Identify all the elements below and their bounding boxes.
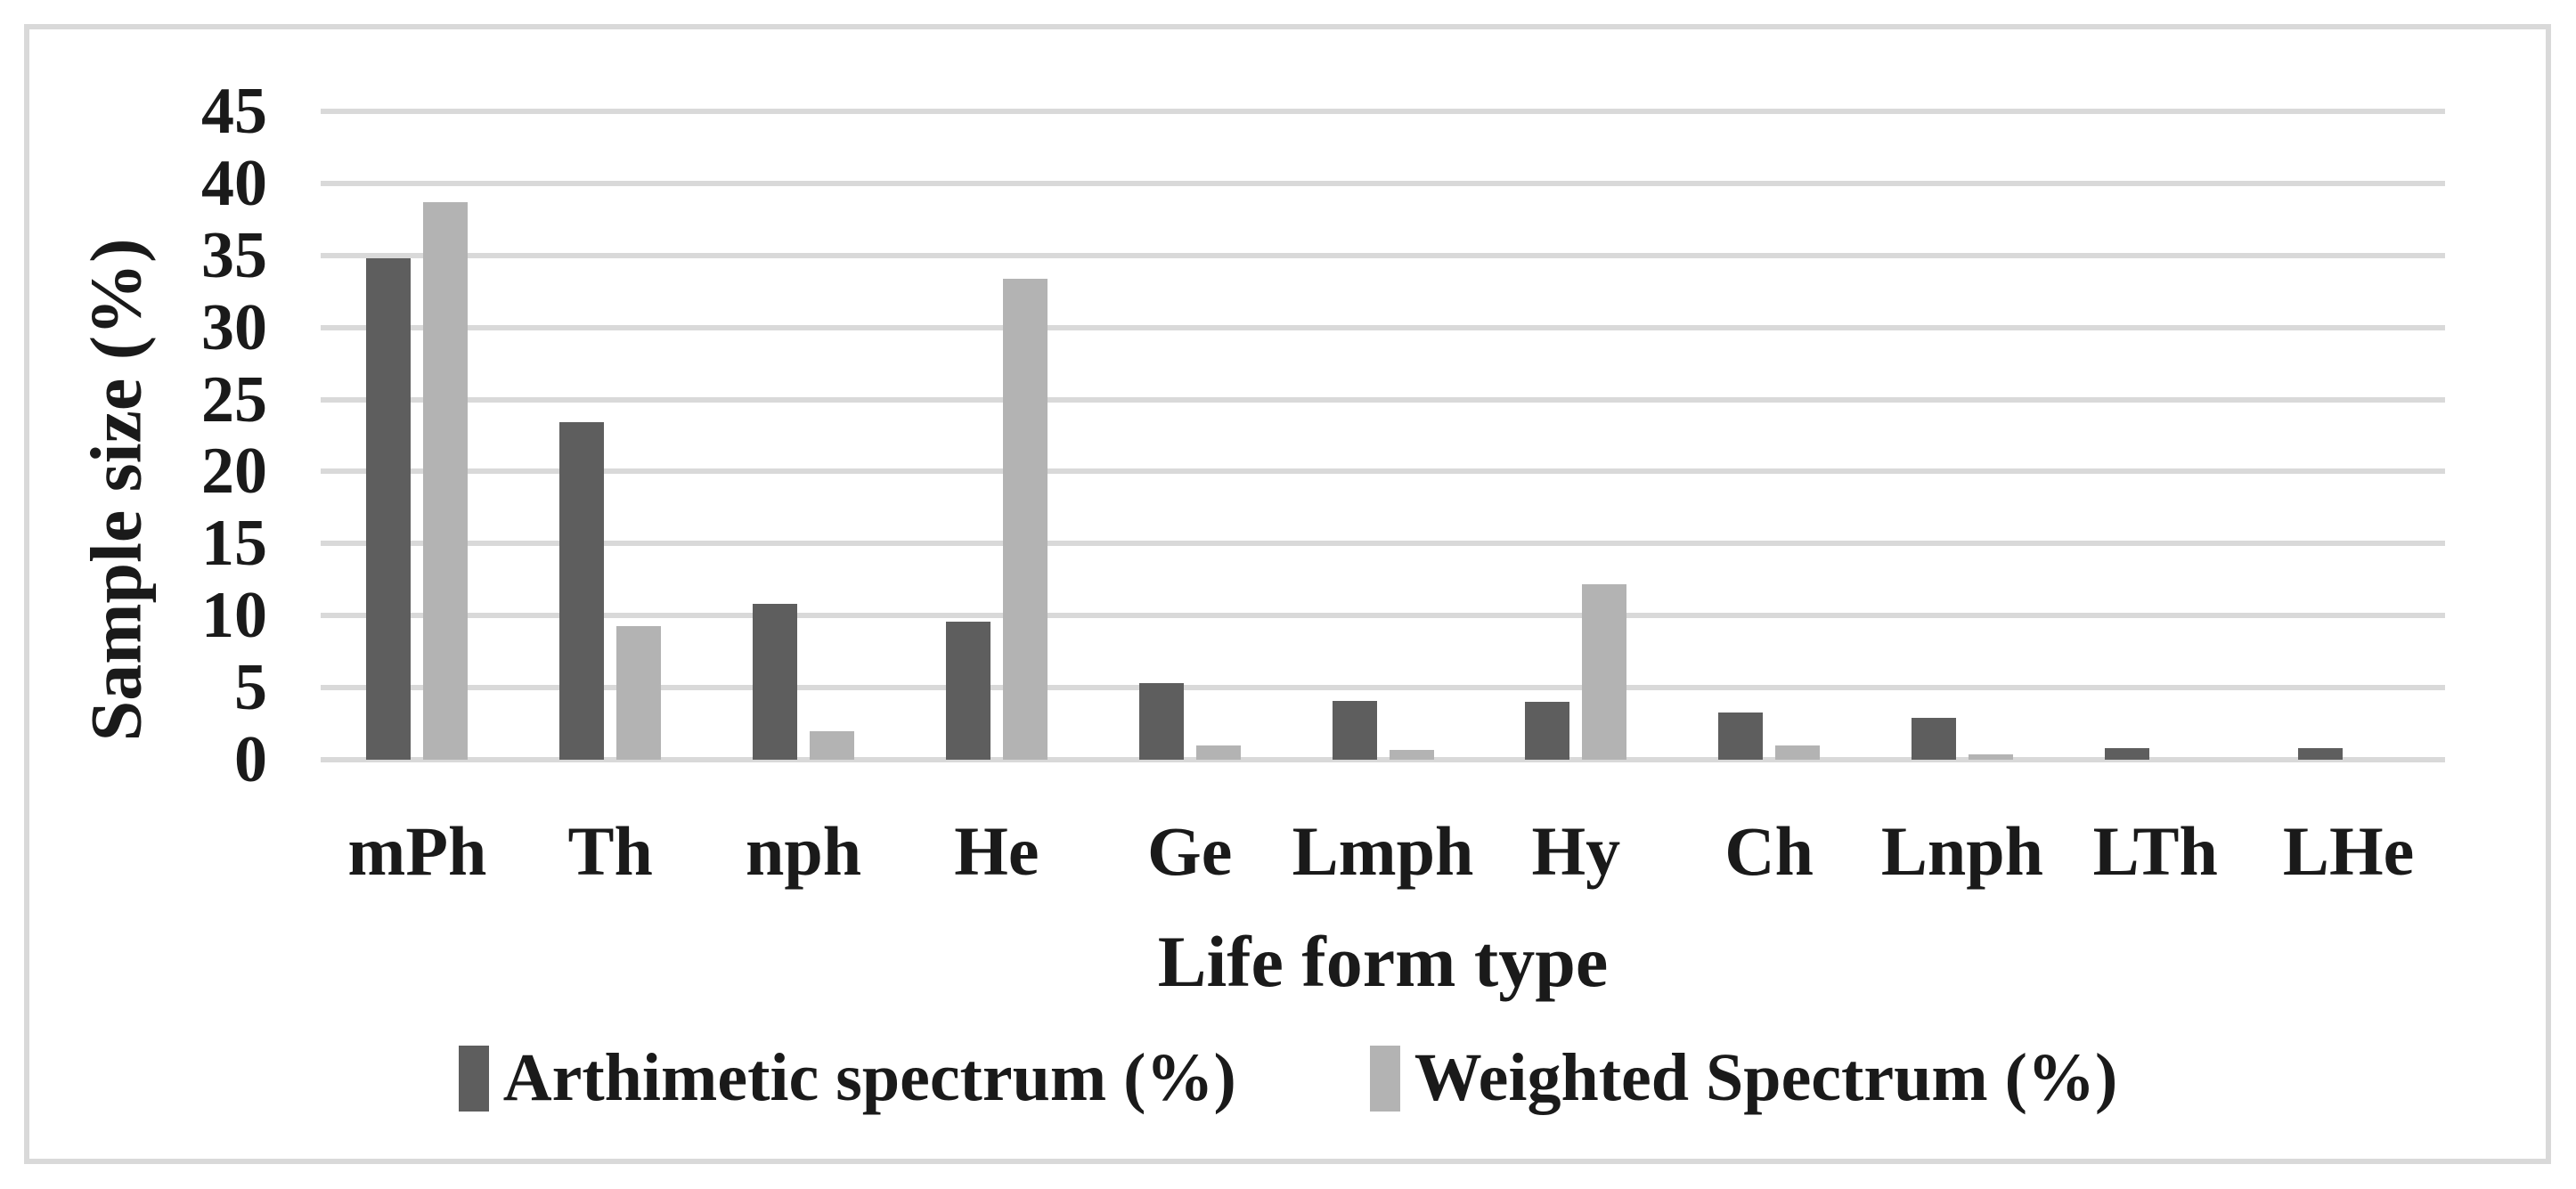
x-category-label: He (954, 812, 1039, 890)
bar (559, 422, 605, 760)
bar (1968, 753, 2013, 760)
bar (1389, 749, 1434, 760)
y-tick-label: 15 (201, 507, 267, 581)
gridline (321, 252, 2445, 258)
gridline (321, 757, 2445, 762)
x-category-label: LTh (2092, 812, 2218, 890)
x-category-label: Ge (1147, 812, 1233, 890)
x-category-label: nph (745, 812, 862, 890)
y-tick-label: 5 (234, 651, 267, 725)
y-tick-label: 20 (201, 435, 267, 509)
gridline (321, 613, 2445, 619)
bar (1911, 718, 1956, 760)
bar (423, 201, 469, 760)
gridline (321, 180, 2445, 186)
bar (945, 621, 990, 760)
y-tick-label: 30 (201, 290, 267, 364)
bar (1332, 700, 1377, 760)
y-tick-label: 0 (234, 723, 267, 796)
x-category-label: Lmph (1292, 812, 1474, 890)
y-tick-label: 10 (201, 579, 267, 653)
legend-label: Weighted Spectrum (%) (1414, 1040, 2118, 1115)
legend-label: Arthimetic spectrum (%) (502, 1040, 1236, 1115)
bar (366, 258, 412, 760)
gridline (321, 109, 2445, 114)
bar (2297, 748, 2343, 760)
legend-swatch-icon (458, 1045, 489, 1112)
y-tick-label: 40 (201, 146, 267, 220)
x-axis-title: Life form type (1157, 921, 1609, 1002)
x-category-label: Ch (1724, 812, 1814, 890)
bar (810, 730, 855, 760)
gridline (321, 324, 2445, 330)
bar (1138, 683, 1184, 760)
legend: Arthimetic spectrum (%) Weighted Spectrum… (0, 1036, 2576, 1120)
bar (2104, 748, 2149, 760)
gridline (321, 396, 2445, 403)
bar (1718, 712, 1764, 760)
y-tick-label: 45 (201, 75, 267, 148)
bar (1582, 583, 1627, 760)
bar (1775, 745, 1821, 760)
x-category-label: Hy (1531, 812, 1621, 890)
legend-swatch-icon (1369, 1045, 1400, 1112)
y-tick-label: 35 (201, 218, 267, 292)
x-category-label: mPh (347, 812, 487, 890)
x-category-label: Th (567, 812, 653, 890)
gridline (321, 685, 2445, 691)
bar (1525, 702, 1570, 760)
bar (1002, 278, 1048, 760)
y-tick-label: 25 (201, 362, 267, 436)
legend-item: Arthimetic spectrum (%) (458, 1036, 1236, 1120)
bar (1195, 745, 1241, 760)
bar (616, 625, 662, 760)
x-category-label: LHe (2282, 812, 2415, 890)
legend-item: Weighted Spectrum (%) (1369, 1036, 2118, 1120)
plot-area (321, 109, 2445, 762)
bar (753, 604, 798, 760)
gridline (321, 541, 2445, 547)
x-category-label: Lnph (1880, 812, 2044, 890)
gridline (321, 468, 2445, 475)
